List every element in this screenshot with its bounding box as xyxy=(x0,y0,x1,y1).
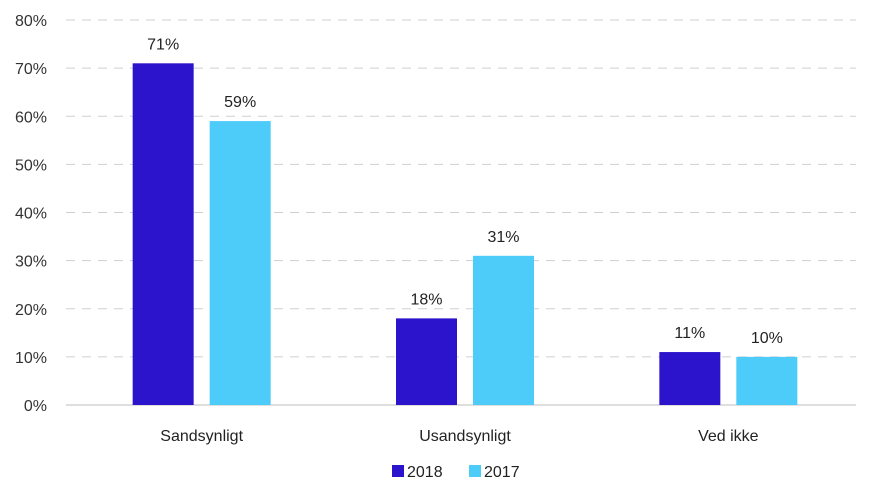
data-labels: 71% 59% 18% 31% 11% 10% xyxy=(147,36,783,347)
data-label: 18% xyxy=(410,291,442,308)
y-tick-label: 50% xyxy=(15,157,47,174)
y-tick-label: 70% xyxy=(15,61,47,78)
y-tick-label: 60% xyxy=(15,109,47,126)
data-label: 71% xyxy=(147,36,179,53)
data-label: 31% xyxy=(487,229,519,246)
grid-lines xyxy=(66,19,856,406)
x-category-label: Sandsynligt xyxy=(160,428,243,445)
x-axis-category-labels: Sandsynligt Usandsynligt Ved ikke xyxy=(160,428,758,445)
bar-2017-sandsynligt xyxy=(209,121,271,405)
y-tick-label: 80% xyxy=(15,13,47,30)
y-tick-label: 30% xyxy=(15,254,47,271)
y-tick-label: 20% xyxy=(15,302,47,319)
bars xyxy=(132,63,798,405)
bar-2017-ved-ikke xyxy=(736,356,798,405)
data-label: 11% xyxy=(674,325,705,342)
y-tick-label: 40% xyxy=(15,206,47,223)
legend-swatch xyxy=(469,465,481,477)
bar-2018-sandsynligt xyxy=(132,63,194,405)
x-category-label: Ved ikke xyxy=(698,428,759,445)
data-label: 59% xyxy=(224,94,256,111)
bar-2017-usandsynligt xyxy=(473,255,534,405)
bar-2018-ved-ikke xyxy=(659,352,721,405)
legend-label: 2017 xyxy=(484,464,520,481)
data-label: 10% xyxy=(751,330,783,347)
y-axis-tick-labels: 0% 10% 20% 30% 40% 50% 60% 70% 80% xyxy=(15,13,47,415)
y-tick-label: 0% xyxy=(24,398,47,415)
y-tick-label: 10% xyxy=(15,350,47,367)
bar-2018-usandsynligt xyxy=(396,318,457,405)
x-category-label: Usandsynligt xyxy=(419,428,511,445)
legend: 2018 2017 xyxy=(392,464,520,481)
legend-swatch xyxy=(392,465,404,477)
legend-label: 2018 xyxy=(407,464,443,481)
